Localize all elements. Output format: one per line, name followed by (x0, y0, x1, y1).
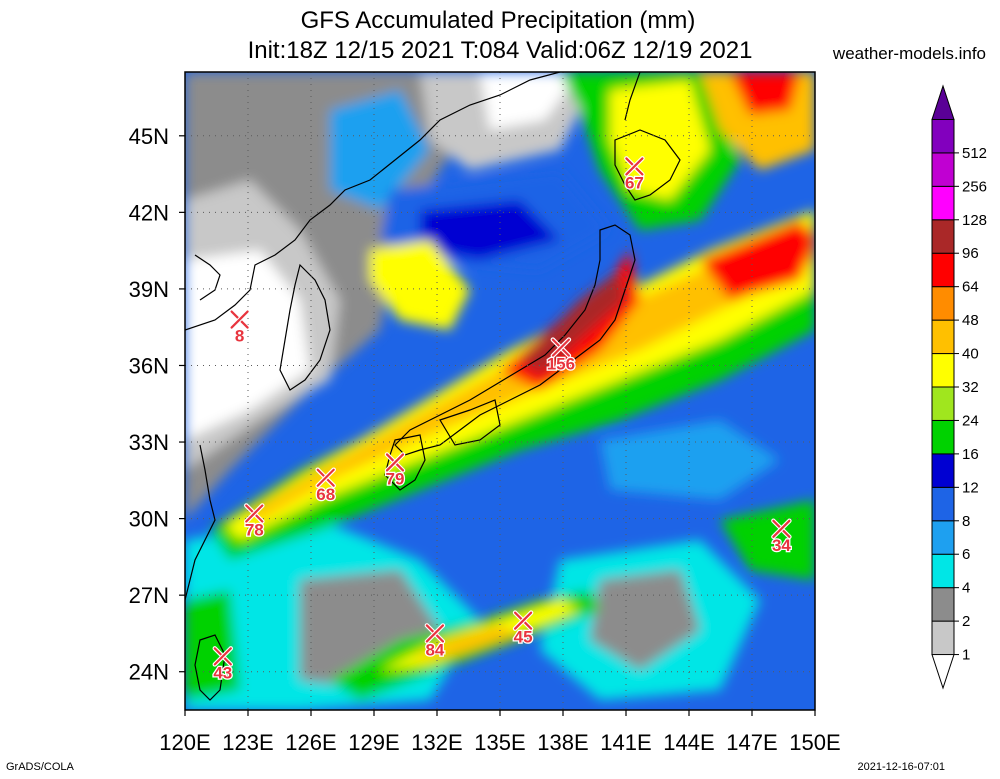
station-marker: 34 (771, 518, 793, 556)
station-marker: 78 (244, 503, 265, 541)
colorbar-swatch (931, 386, 955, 421)
station-marker: 84 (424, 623, 446, 661)
brand-label: weather-models.info (832, 44, 986, 63)
x-tick-label: 126E (285, 730, 336, 755)
station-value: 79 (386, 469, 405, 488)
y-tick-label: 39N (129, 277, 169, 302)
colorbar-swatch (931, 587, 955, 622)
station-value: 45 (514, 628, 533, 647)
colorbar-swatch (931, 286, 955, 321)
x-tick-label: 129E (348, 730, 399, 755)
footer-timestamp: 2021-12-16-07:01 (857, 761, 945, 773)
colorbar-swatch (931, 152, 955, 187)
lat-lon-grid (185, 72, 815, 710)
colorbar-swatch (931, 84, 955, 120)
colorbar-swatch (931, 520, 955, 555)
station-markers: 8 156 67 68 79 78 34 84 45 43 (212, 156, 793, 684)
y-tick-label: 27N (129, 583, 169, 608)
x-tick-label: 141E (600, 730, 651, 755)
colorbar-swatch (931, 553, 955, 589)
y-tick-label: 42N (129, 200, 169, 225)
station-value: 67 (625, 173, 644, 192)
colorbar-swatch (931, 453, 955, 488)
colorbar-label: 40 (962, 346, 979, 363)
footer-credit: GrADS/COLA (6, 761, 74, 773)
y-tick-label: 36N (129, 353, 169, 378)
coastlines (185, 72, 681, 701)
x-tick-label: 150E (789, 730, 840, 755)
station-value: 78 (245, 520, 264, 539)
station-value: 34 (772, 536, 791, 555)
station-marker: 43 (212, 646, 234, 684)
colorbar-label: 1 (962, 647, 970, 664)
colorbar-swatch (931, 654, 955, 690)
station-value: 68 (316, 485, 335, 504)
y-tick-label: 24N (129, 660, 169, 685)
station-value: 8 (235, 327, 244, 346)
colorbar-label: 32 (962, 379, 979, 396)
precipitation-field (185, 72, 815, 710)
colorbar-label: 512 (962, 145, 987, 162)
x-axis-ticks: 120E 123E 126E 129E 132E 135E 138E 141E 144E 147E… (159, 710, 841, 755)
x-tick-label: 135E (474, 730, 525, 755)
x-tick-label: 120E (159, 730, 210, 755)
station-marker: 68 (315, 467, 336, 505)
chart-subtitle: Init:18Z 12/15 2021 T:084 Valid:06Z 12/1… (247, 37, 753, 64)
colorbar-label: 2 (962, 613, 970, 630)
y-axis-ticks: 24N 27N 30N 33N 36N 39N 42N 45N (129, 124, 185, 685)
colorbar-label: 12 (962, 479, 979, 496)
y-tick-label: 33N (129, 430, 169, 455)
colorbar-label: 128 (962, 212, 987, 229)
colorbar-swatch (931, 353, 955, 388)
station-marker: 67 (624, 156, 645, 194)
colorbar-label: 24 (962, 412, 979, 429)
colorbar-swatch (931, 419, 955, 455)
colorbar-label: 96 (962, 245, 979, 262)
colorbar-swatch (931, 219, 955, 254)
chart-title: GFS Accumulated Precipitation (mm) (300, 7, 696, 34)
colorbar-label: 256 (962, 178, 987, 195)
colorbar-swatch (931, 486, 955, 522)
station-value: 156 (547, 355, 575, 374)
colorbar-swatch (931, 185, 955, 221)
colorbar-label: 6 (962, 546, 970, 563)
colorbar-label: 64 (962, 279, 979, 296)
station-marker: 79 (384, 452, 406, 490)
colorbar-label: 4 (962, 580, 970, 597)
x-tick-label: 132E (411, 730, 462, 755)
colorbar-swatch (931, 319, 955, 355)
station-value: 84 (425, 640, 444, 659)
x-tick-label: 138E (537, 730, 588, 755)
colorbar-label: 8 (962, 513, 970, 530)
colorbar-swatch (931, 118, 955, 154)
x-tick-label: 123E (222, 730, 273, 755)
colorbar-label: 48 (962, 312, 979, 329)
colorbar-label: 16 (962, 446, 979, 463)
y-tick-label: 30N (129, 507, 169, 532)
x-tick-label: 144E (663, 730, 714, 755)
station-marker: 45 (512, 610, 534, 648)
station-value: 43 (213, 663, 232, 682)
x-tick-label: 147E (726, 730, 777, 755)
station-marker: 156 (545, 337, 576, 375)
y-tick-label: 45N (129, 124, 169, 149)
colorbar-swatch (931, 252, 955, 288)
station-marker: 8 (229, 309, 250, 347)
colorbar-swatch (931, 620, 955, 656)
